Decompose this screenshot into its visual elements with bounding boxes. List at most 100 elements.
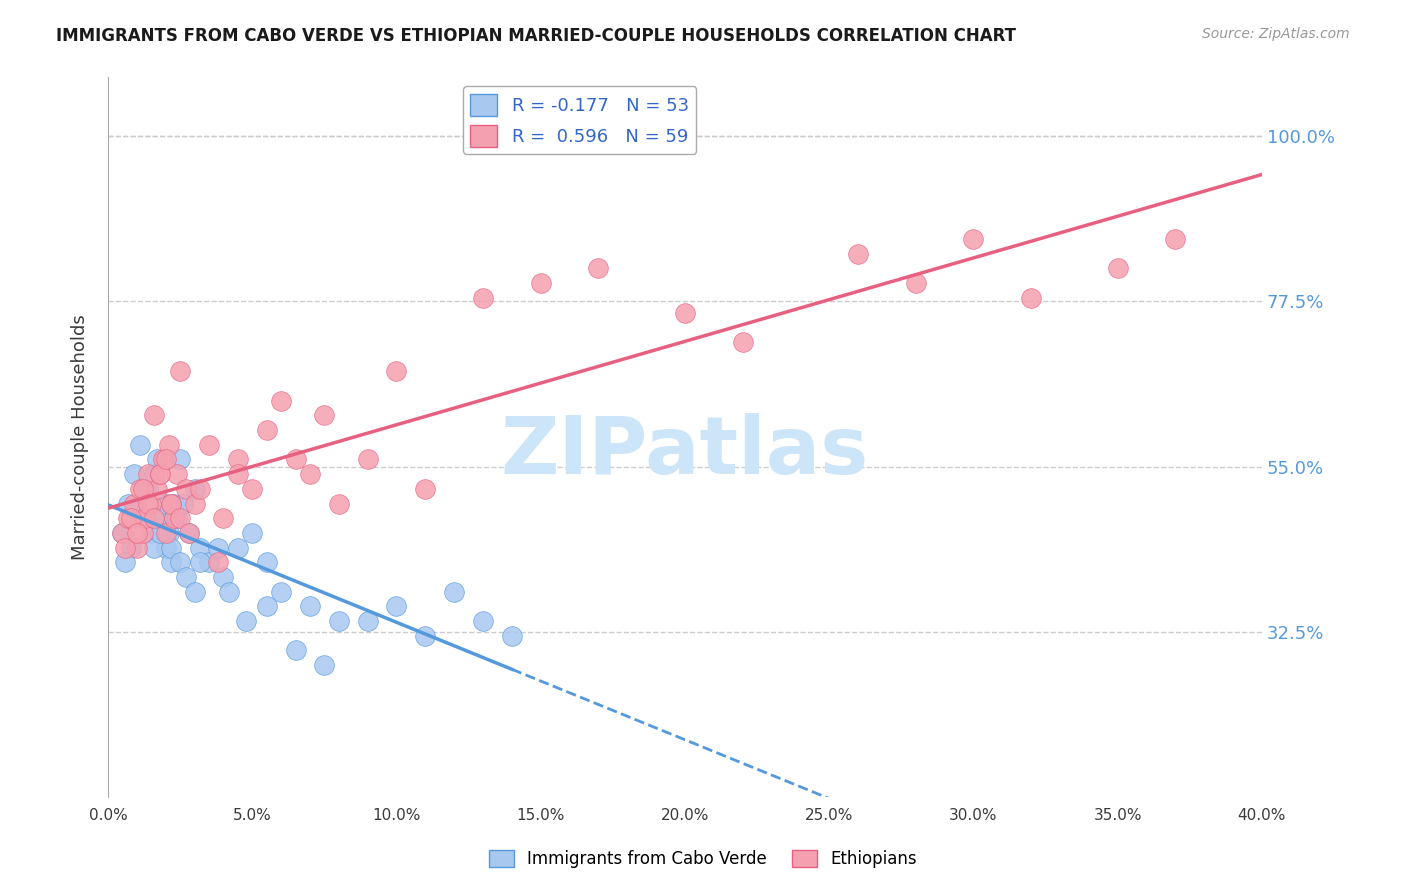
Point — [117, 496, 139, 510]
Text: IMMIGRANTS FROM CABO VERDE VS ETHIOPIAN MARRIED-COUPLE HOUSEHOLDS CORRELATION CH: IMMIGRANTS FROM CABO VERDE VS ETHIOPIAN … — [56, 27, 1017, 45]
Point — [166, 467, 188, 482]
Point — [146, 511, 169, 525]
Point — [111, 525, 134, 540]
Point — [169, 555, 191, 569]
Point — [356, 452, 378, 467]
Point — [328, 496, 350, 510]
Point — [256, 423, 278, 437]
Point — [125, 496, 148, 510]
Y-axis label: Married-couple Households: Married-couple Households — [72, 315, 89, 560]
Point — [141, 525, 163, 540]
Point — [256, 599, 278, 614]
Point — [1164, 232, 1187, 246]
Point — [1019, 291, 1042, 305]
Point — [328, 614, 350, 628]
Point — [155, 541, 177, 555]
Point — [131, 482, 153, 496]
Point — [472, 291, 495, 305]
Point — [235, 614, 257, 628]
Point — [134, 511, 156, 525]
Point — [155, 525, 177, 540]
Point — [160, 496, 183, 510]
Point — [356, 614, 378, 628]
Point — [163, 511, 186, 525]
Point — [443, 584, 465, 599]
Point — [134, 482, 156, 496]
Point — [846, 246, 869, 260]
Point — [226, 452, 249, 467]
Point — [218, 584, 240, 599]
Point — [188, 555, 211, 569]
Point — [122, 496, 145, 510]
Point — [160, 496, 183, 510]
Point — [117, 511, 139, 525]
Point — [962, 232, 984, 246]
Point — [256, 555, 278, 569]
Point — [177, 525, 200, 540]
Point — [298, 467, 321, 482]
Point — [183, 584, 205, 599]
Point — [122, 467, 145, 482]
Point — [143, 511, 166, 525]
Point — [143, 541, 166, 555]
Point — [673, 305, 696, 319]
Point — [169, 511, 191, 525]
Point — [131, 511, 153, 525]
Point — [501, 629, 523, 643]
Point — [226, 467, 249, 482]
Point — [143, 467, 166, 482]
Point — [385, 364, 408, 378]
Point — [120, 541, 142, 555]
Point — [172, 496, 194, 510]
Point — [149, 467, 172, 482]
Point — [183, 482, 205, 496]
Point — [588, 261, 610, 276]
Point — [270, 393, 292, 408]
Point — [152, 452, 174, 467]
Point — [120, 511, 142, 525]
Point — [207, 555, 229, 569]
Point — [207, 541, 229, 555]
Point — [174, 570, 197, 584]
Point — [169, 364, 191, 378]
Point — [270, 584, 292, 599]
Point — [128, 482, 150, 496]
Point — [530, 276, 553, 290]
Point — [385, 599, 408, 614]
Point — [114, 555, 136, 569]
Point — [146, 482, 169, 496]
Point — [125, 541, 148, 555]
Point — [143, 409, 166, 423]
Point — [155, 452, 177, 467]
Point — [198, 555, 221, 569]
Point — [731, 334, 754, 349]
Legend: Immigrants from Cabo Verde, Ethiopians: Immigrants from Cabo Verde, Ethiopians — [482, 843, 924, 875]
Point — [160, 541, 183, 555]
Point — [904, 276, 927, 290]
Point — [240, 482, 263, 496]
Point — [472, 614, 495, 628]
Point — [413, 629, 436, 643]
Point — [298, 599, 321, 614]
Point — [314, 409, 336, 423]
Text: Source: ZipAtlas.com: Source: ZipAtlas.com — [1202, 27, 1350, 41]
Point — [149, 467, 172, 482]
Point — [188, 482, 211, 496]
Point — [284, 452, 307, 467]
Point — [163, 496, 186, 510]
Point — [138, 482, 160, 496]
Point — [128, 438, 150, 452]
Point — [226, 541, 249, 555]
Point — [284, 643, 307, 657]
Point — [169, 452, 191, 467]
Point — [413, 482, 436, 496]
Point — [160, 555, 183, 569]
Point — [149, 525, 172, 540]
Point — [314, 658, 336, 673]
Point — [138, 496, 160, 510]
Point — [111, 525, 134, 540]
Point — [125, 525, 148, 540]
Point — [138, 467, 160, 482]
Point — [188, 541, 211, 555]
Point — [155, 496, 177, 510]
